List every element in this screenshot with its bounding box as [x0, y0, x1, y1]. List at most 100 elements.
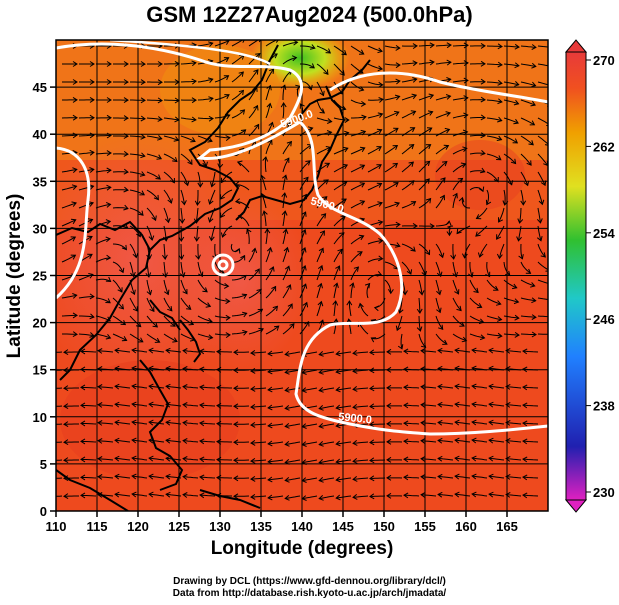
streamline [503, 81, 519, 86]
streamline [214, 94, 230, 101]
streamline-arrow [505, 474, 511, 480]
streamline-arrow [87, 235, 93, 241]
x-tick-label: 145 [332, 519, 354, 534]
streamline [285, 405, 301, 409]
streamline [180, 80, 197, 83]
streamline-arrow [284, 477, 290, 483]
streamline [486, 117, 502, 122]
streamline-arrow [284, 459, 290, 465]
streamline [268, 459, 284, 463]
streamline-arrow [454, 289, 460, 295]
streamline-arrow [421, 270, 427, 277]
streamline [180, 135, 196, 142]
streamline-arrow [140, 152, 146, 159]
streamline-arrow [97, 438, 103, 444]
streamline [95, 278, 111, 282]
streamline [403, 404, 420, 407]
streamline-arrow [495, 300, 502, 306]
streamline-arrow [545, 266, 548, 272]
streamline [520, 189, 524, 205]
streamline-arrow [224, 94, 230, 100]
streamline-arrow [505, 402, 511, 408]
x-tick-label: 125 [168, 519, 190, 534]
streamline-arrow [549, 297, 553, 302]
streamline [486, 315, 502, 321]
streamline [520, 297, 536, 302]
streamline-arrow [473, 287, 479, 294]
streamline-arrow [436, 289, 442, 296]
streamline-arrow [335, 422, 341, 429]
streamline-arrow [47, 404, 51, 409]
streamline-arrow [165, 365, 171, 372]
streamline-arrow [522, 402, 528, 409]
streamline-arrow [259, 174, 266, 181]
streamline-arrow [208, 115, 214, 122]
colorbar-tick-label: 270 [593, 53, 615, 68]
streamline-arrow [89, 313, 95, 320]
streamline [214, 279, 229, 287]
streamline-arrow [199, 402, 205, 409]
streamline-arrow [223, 75, 230, 81]
streamline-arrow [106, 61, 112, 67]
streamline [115, 385, 131, 389]
streamline-arrow [531, 331, 537, 338]
streamline-arrow [403, 456, 409, 463]
streamline-arrow [437, 383, 443, 390]
streamline [489, 475, 505, 479]
streamline [452, 178, 463, 191]
streamline [537, 171, 546, 186]
streamline-arrow [301, 495, 307, 501]
x-tick-label: 155 [414, 519, 436, 534]
streamline-arrow [392, 144, 399, 150]
streamline-arrow [454, 383, 460, 390]
streamline-arrow [349, 282, 355, 288]
streamline-arrow [199, 456, 205, 463]
streamline-arrow [335, 350, 341, 357]
streamline-arrow [89, 293, 95, 300]
streamline [115, 439, 131, 443]
streamline-arrow [267, 440, 273, 447]
streamline [403, 476, 420, 479]
streamline [78, 333, 94, 337]
streamline [285, 459, 301, 463]
streamline-arrow [424, 178, 430, 184]
streamline-arrow [220, 212, 226, 219]
streamline-arrow [72, 331, 78, 338]
streamline [435, 279, 441, 295]
streamline [95, 169, 111, 173]
streamline-arrow [549, 314, 553, 319]
streamline-arrow [513, 118, 519, 125]
streamline [503, 99, 519, 105]
streamline [503, 135, 518, 144]
colorbar-tick-label: 238 [593, 399, 615, 414]
streamline [265, 68, 275, 83]
streamline-arrow [488, 437, 494, 444]
streamline [319, 423, 335, 428]
streamline-arrow [549, 332, 553, 337]
streamline-arrow [463, 42, 469, 49]
streamline [166, 385, 182, 389]
streamline-arrow [377, 255, 384, 262]
streamline-arrow [376, 128, 383, 135]
streamline [98, 350, 114, 353]
streamline-arrow [199, 366, 205, 373]
streamline-arrow [395, 78, 401, 85]
streamline-arrow [514, 62, 520, 69]
streamline-arrow [205, 302, 212, 308]
streamline [183, 404, 199, 407]
streamline [282, 70, 293, 83]
streamline [61, 185, 77, 191]
streamline [56, 495, 63, 497]
streamline [336, 459, 352, 463]
streamline-arrow [442, 161, 448, 167]
streamline [384, 95, 400, 101]
streamline-arrow [420, 402, 426, 408]
streamline-arrow [370, 337, 377, 343]
streamline-arrow [118, 267, 125, 274]
streamline-arrow [155, 174, 161, 180]
streamline [61, 134, 78, 137]
streamline-arrow [352, 350, 358, 356]
streamline-arrow [424, 160, 431, 167]
streamline [350, 251, 363, 263]
streamline-arrow [517, 218, 524, 224]
